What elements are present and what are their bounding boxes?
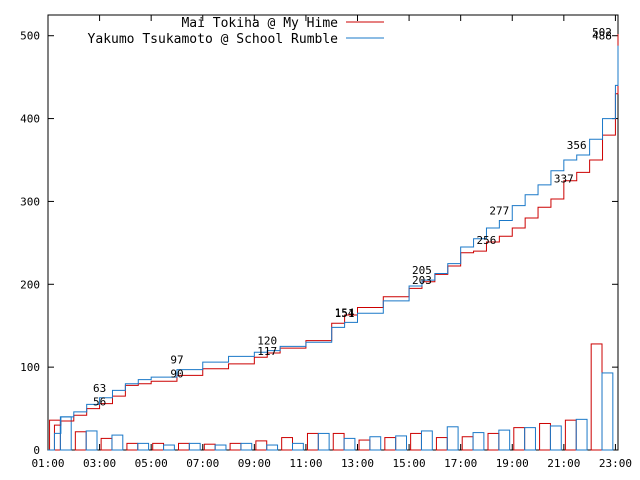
hourly-bar-series-1 [100,437,113,451]
x-tick-label: 23:00 [599,457,632,470]
hourly-bar-series-2 [137,442,150,451]
hourly-bar-series-1 [229,442,242,451]
hourly-bar-series-1 [564,419,577,451]
point-label-series-2: 356 [567,139,587,152]
hourly-bar-series-2 [188,442,201,451]
hourly-bar-series-2 [343,437,356,451]
y-tick-label: 500 [20,30,40,43]
point-label-series-2: 488 [592,30,612,43]
point-label-series-1: 56 [93,396,106,409]
hourly-bar-series-1 [306,432,319,451]
hourly-bar-series-1 [178,442,190,451]
point-label-series-2: 97 [170,354,183,367]
point-label-series-2: 154 [335,306,355,319]
y-tick-label: 100 [20,361,40,374]
hourly-bar-series-1 [461,436,474,451]
hourly-bar-series-2 [472,432,485,451]
hourly-bar-series-1 [590,343,603,451]
x-axis: 01:00 03:00 05:00 07:00 09:00 11:00 13:00 15:00… [31,15,632,470]
x-tick-label: 17:00 [444,457,477,470]
hourly-bar-series-1 [358,439,371,451]
hourly-bar-series-1 [332,432,345,451]
hourly-bar-series-2 [266,444,279,451]
hourly-bar-series-1 [255,440,268,451]
hourly-bar-series-1 [410,432,422,451]
hourly-bar-series-2 [395,435,408,451]
x-tick-label: 19:00 [496,457,529,470]
x-tick-label: 03:00 [83,457,116,470]
x-tick-label: 07:00 [186,457,219,470]
x-tick-label: 01:00 [31,457,64,470]
point-label-series-1: 256 [477,234,497,247]
point-label-series-1: 337 [554,173,574,186]
hourly-bar-series-2 [575,418,588,451]
hourly-bar-series-2 [446,426,459,451]
legend-label-yakumo: Yakumo Tsukamoto @ School Rumble [88,32,339,47]
hourly-bar-series-1 [203,443,216,451]
hourly-bar-series-2 [317,432,330,451]
y-tick-label: 200 [20,278,40,291]
hourly-bar-series-1 [126,442,139,451]
x-tick-label: 21:00 [547,457,580,470]
series-lines [48,34,619,451]
point-labels: 56 90 117 151 203 256 337 502 63 97 120 154 205 277 35… [93,26,612,409]
x-tick-label: 09:00 [238,457,271,470]
point-label-series-1: 203 [412,274,432,287]
hourly-bar-series-1 [152,442,165,451]
point-label-series-2: 63 [93,382,106,395]
hourly-bar-series-2 [85,430,98,451]
hourly-bar-series-2 [292,442,304,451]
hourly-bar-series-2 [420,430,433,451]
hourly-bar-series-1 [435,437,448,451]
x-tick-label: 13:00 [341,457,374,470]
legend-label-mai: Mai Tokiha @ My Hime [181,16,338,31]
point-label-series-1: 90 [170,367,183,380]
hourly-bar-series-1 [487,432,500,451]
hourly-bar-series-2 [549,425,562,451]
hourly-bar-series-2 [163,444,175,451]
x-tick-label: 05:00 [135,457,168,470]
hourly-bar-series-1 [384,437,397,451]
hourly-bar-series-1 [539,422,551,451]
hourly-bar-series-2 [214,444,227,451]
series-line-2 [48,45,619,451]
hourly-bar-series-2 [601,372,614,451]
point-label-series-2: 205 [412,264,432,277]
x-tick-label: 15:00 [393,457,426,470]
hourly-bar-series-2 [111,434,124,451]
point-label-series-2: 277 [489,204,509,217]
hourly-bars [49,343,614,451]
hourly-bar-series-1 [513,427,526,451]
point-label-series-1: 502 [592,26,612,39]
series-line-1 [48,34,619,451]
point-label-series-2: 120 [257,335,277,348]
point-label-series-1: 117 [257,345,277,358]
hourly-bar-series-2 [524,427,536,451]
y-tick-label: 300 [20,195,40,208]
legend: Mai Tokiha @ My Hime Yakumo Tsukamoto @ … [88,16,384,47]
point-label-series-1: 151 [335,307,355,320]
hourly-bar-series-1 [281,437,294,451]
hourly-bar-series-2 [498,429,511,451]
plot-frame [47,14,619,451]
hourly-bar-series-2 [240,442,253,451]
x-tick-label: 11:00 [289,457,322,470]
hourly-bar-series-2 [59,416,72,451]
y-tick-label: 0 [33,444,40,457]
hourly-bar-series-2 [369,436,382,451]
hourly-bar-series-1 [74,431,87,451]
y-axis: 0 100 200 300 400 500 [20,30,618,457]
y-tick-label: 400 [20,113,40,126]
